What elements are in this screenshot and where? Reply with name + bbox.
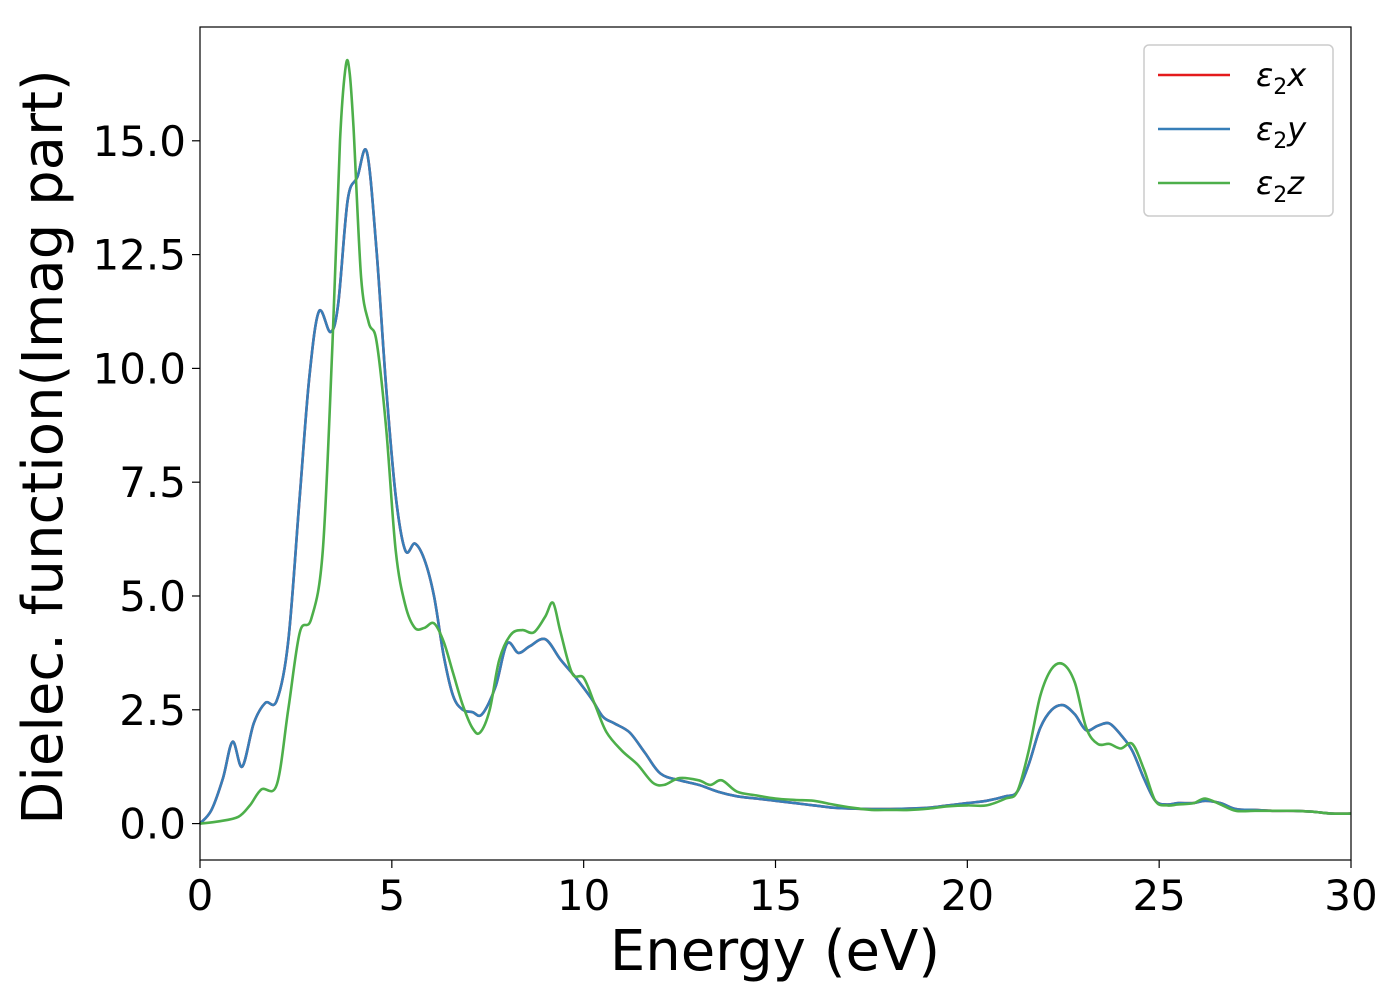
x-axis-title: Energy (eV): [610, 919, 940, 984]
y-tick-label: 2.5: [119, 686, 186, 735]
legend-label-x: ε2x: [1256, 56, 1307, 100]
y-axis: 0.0 2.5 5.0 7.5 10.0 12.5 15.0: [92, 117, 200, 849]
legend-box: [1143, 44, 1334, 217]
y-tick-label: 15.0: [92, 117, 186, 166]
legend-label-y: ε2y: [1256, 110, 1307, 154]
y-tick-label: 5.0: [119, 572, 186, 621]
x-tick-label: 30: [1324, 871, 1377, 920]
y-tick-label: 0.0: [119, 800, 186, 849]
series-line-z: [199, 58, 1352, 825]
x-tick-label: 10: [557, 871, 610, 920]
x-tick-label: 25: [1132, 871, 1185, 920]
series-layer: [198, 58, 1352, 825]
legend-label-z: ε2z: [1256, 164, 1305, 208]
x-tick-label: 15: [749, 871, 802, 920]
x-tick-label: 0: [187, 871, 214, 920]
x-tick-label: 20: [941, 871, 994, 920]
legend: ε2x ε2y ε2z: [1143, 44, 1334, 217]
y-axis-title: Dielec. function(Imag part): [11, 69, 76, 825]
y-tick-label: 12.5: [92, 231, 186, 280]
y-tick-label: 7.5: [119, 458, 186, 507]
y-tick-label: 10.0: [92, 344, 186, 393]
x-tick-label: 5: [378, 871, 405, 920]
x-axis: 0 5 10 15 20 25 30: [187, 860, 1378, 920]
